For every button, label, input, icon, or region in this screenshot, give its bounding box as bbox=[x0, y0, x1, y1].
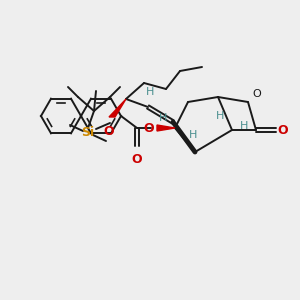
Text: O: O bbox=[278, 124, 288, 136]
Text: H: H bbox=[240, 121, 248, 131]
Text: H: H bbox=[189, 130, 197, 140]
Text: H: H bbox=[146, 87, 154, 97]
Text: H: H bbox=[216, 111, 224, 121]
Text: O: O bbox=[144, 122, 154, 134]
Text: Si: Si bbox=[81, 127, 94, 140]
Text: O: O bbox=[104, 125, 114, 138]
Polygon shape bbox=[157, 125, 175, 131]
Text: O: O bbox=[132, 153, 142, 166]
Text: O: O bbox=[252, 89, 261, 99]
Polygon shape bbox=[109, 99, 126, 117]
Text: H: H bbox=[159, 113, 167, 123]
